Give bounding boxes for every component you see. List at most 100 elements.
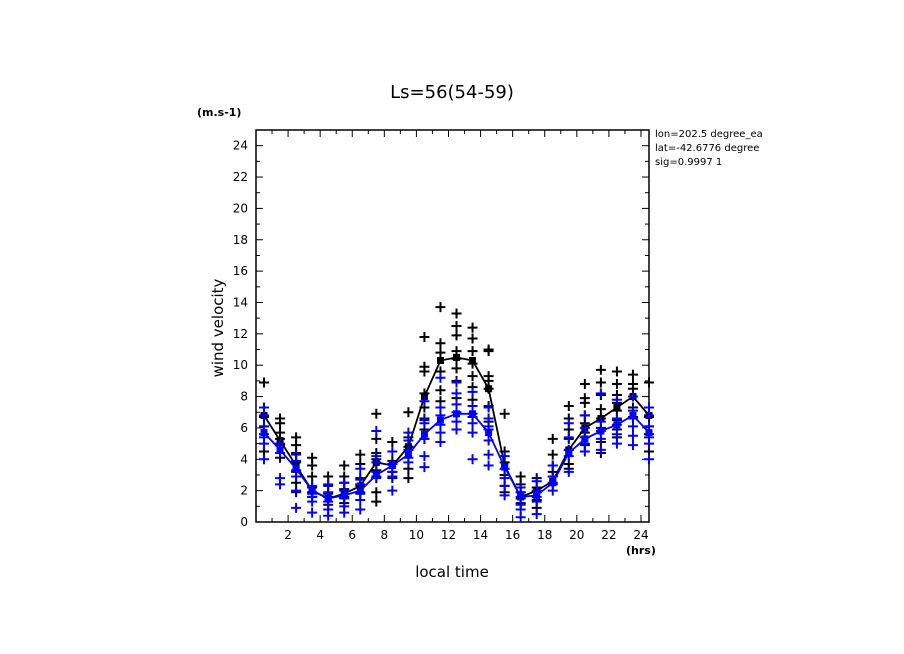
data-point — [531, 509, 542, 520]
data-point — [403, 457, 414, 468]
data-point — [435, 427, 446, 438]
data-point — [644, 454, 654, 465]
data-point — [595, 444, 606, 455]
mean-marker — [436, 416, 444, 424]
data-point — [419, 451, 430, 462]
data-point — [499, 451, 510, 462]
data-point — [579, 446, 590, 457]
y-tick-label: 8 — [240, 390, 248, 404]
mean-marker — [308, 487, 316, 495]
data-point — [563, 432, 574, 443]
y-tick-label: 14 — [233, 295, 248, 309]
data-point — [307, 507, 318, 518]
data-point — [627, 421, 638, 432]
data-point — [291, 502, 302, 513]
data-point — [451, 377, 462, 388]
y-tick-label: 4 — [240, 452, 248, 466]
x-tick-label: 4 — [316, 528, 324, 542]
y-unit-label: (m.s-1) — [197, 106, 241, 119]
data-point — [307, 496, 318, 507]
data-point — [275, 418, 286, 429]
data-point — [451, 424, 462, 435]
data-point — [611, 429, 622, 440]
y-tick-label: 2 — [240, 484, 248, 498]
data-point — [387, 437, 398, 448]
x-unit-label: (hrs) — [626, 544, 656, 557]
data-point — [467, 427, 478, 438]
data-point — [435, 372, 446, 383]
data-point — [483, 460, 494, 471]
data-point — [451, 388, 462, 399]
data-point — [275, 479, 286, 490]
data-point — [579, 410, 590, 421]
data-point — [307, 471, 318, 482]
data-point — [547, 485, 558, 496]
data-point — [467, 454, 478, 465]
mean-marker — [613, 404, 621, 412]
data-point — [403, 435, 414, 446]
info-lon: lon=202.5 degree_ea — [655, 129, 763, 140]
x-tick-label: 16 — [505, 528, 520, 542]
data-point — [435, 385, 446, 396]
data-point — [627, 440, 638, 451]
x-tick-label: 8 — [381, 528, 389, 542]
mean-marker — [372, 471, 380, 479]
data-point — [627, 430, 638, 441]
data-point — [611, 366, 622, 377]
data-point — [451, 321, 462, 331]
data-point — [515, 512, 526, 523]
x-tick-label: 22 — [601, 528, 616, 542]
mean-marker — [565, 449, 573, 457]
data-point — [627, 391, 638, 402]
x-tick-label: 2 — [284, 528, 292, 542]
mean-marker — [276, 446, 284, 454]
mean-marker — [597, 427, 605, 435]
data-point — [499, 490, 510, 501]
data-point — [291, 471, 302, 482]
x-tick-label: 12 — [441, 528, 456, 542]
data-point — [419, 366, 430, 377]
data-point — [403, 473, 414, 484]
data-point — [611, 379, 622, 390]
data-point — [595, 416, 606, 427]
data-point — [371, 426, 382, 437]
mean-marker — [453, 353, 461, 361]
data-point — [563, 466, 574, 477]
data-point — [307, 460, 318, 471]
data-point — [644, 377, 654, 388]
y-tick-label: 12 — [233, 327, 248, 341]
mean-marker — [292, 465, 300, 473]
data-point — [595, 404, 606, 415]
data-point — [644, 410, 654, 421]
info-lat: lat=-42.6776 degree — [655, 143, 759, 154]
data-point — [371, 496, 382, 507]
data-point — [595, 364, 606, 375]
mean-marker — [469, 410, 477, 418]
data-point — [323, 510, 334, 521]
data-point — [579, 422, 590, 433]
x-tick-label: 10 — [409, 528, 424, 542]
data-point — [483, 449, 494, 460]
data-point — [355, 463, 366, 474]
data-point — [451, 308, 462, 319]
x-tick-label: 18 — [537, 528, 552, 542]
mean-marker — [629, 411, 637, 419]
x-axis-title: local time — [415, 563, 489, 581]
y-tick-label: 18 — [233, 233, 248, 247]
data-point — [499, 408, 510, 419]
mean-marker — [324, 494, 332, 502]
mean-marker — [517, 493, 525, 501]
data-point — [579, 379, 590, 390]
data-point — [595, 377, 606, 388]
mean-marker — [581, 435, 589, 443]
x-tick-label: 6 — [348, 528, 356, 542]
data-point — [467, 322, 478, 333]
data-point — [611, 438, 622, 449]
data-point — [467, 346, 478, 357]
data-point — [451, 330, 462, 341]
mean-marker — [420, 430, 428, 438]
data-point — [547, 433, 558, 444]
data-point — [563, 400, 574, 411]
data-point — [371, 487, 382, 498]
